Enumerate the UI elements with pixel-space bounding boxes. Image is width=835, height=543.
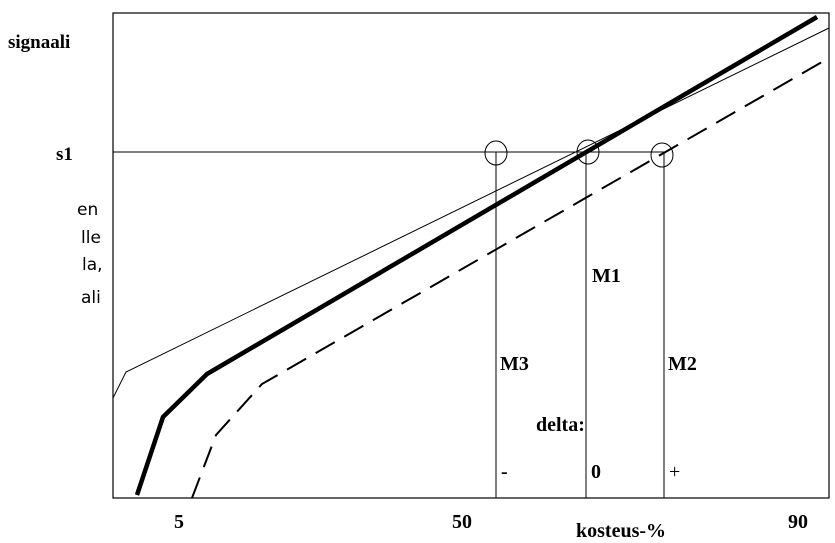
m3-label: M3	[500, 353, 529, 375]
main-thick-curve	[134, 15, 819, 496]
delta-plus-label: +	[669, 461, 680, 483]
m2-label: M2	[668, 353, 697, 375]
delta-minus-label: -	[501, 461, 508, 483]
delta-zero-label: 0	[591, 461, 601, 483]
delta-label: delta:	[536, 414, 585, 436]
side-text-line: en	[77, 200, 98, 220]
y-axis-label: signaali	[8, 32, 70, 53]
m3-intersection-circle	[484, 140, 508, 166]
m1-intersection-circle	[576, 139, 600, 165]
lower-dashed-curve	[191, 57, 830, 499]
side-text-line: la,	[82, 255, 103, 275]
side-text-line: ali	[81, 288, 101, 308]
x-tick-label: 90	[788, 511, 808, 533]
upper-thin-curve	[112, 27, 830, 399]
x-axis-label: kosteus-%	[576, 520, 666, 542]
s1-label: s1	[56, 144, 73, 165]
plot-frame	[112, 12, 830, 499]
m1-label: M1	[592, 265, 621, 287]
side-text-line: lle	[81, 228, 101, 248]
x-tick-label: 50	[452, 511, 472, 533]
x-tick-label: 5	[174, 511, 184, 533]
m2-intersection-circle	[650, 142, 674, 168]
